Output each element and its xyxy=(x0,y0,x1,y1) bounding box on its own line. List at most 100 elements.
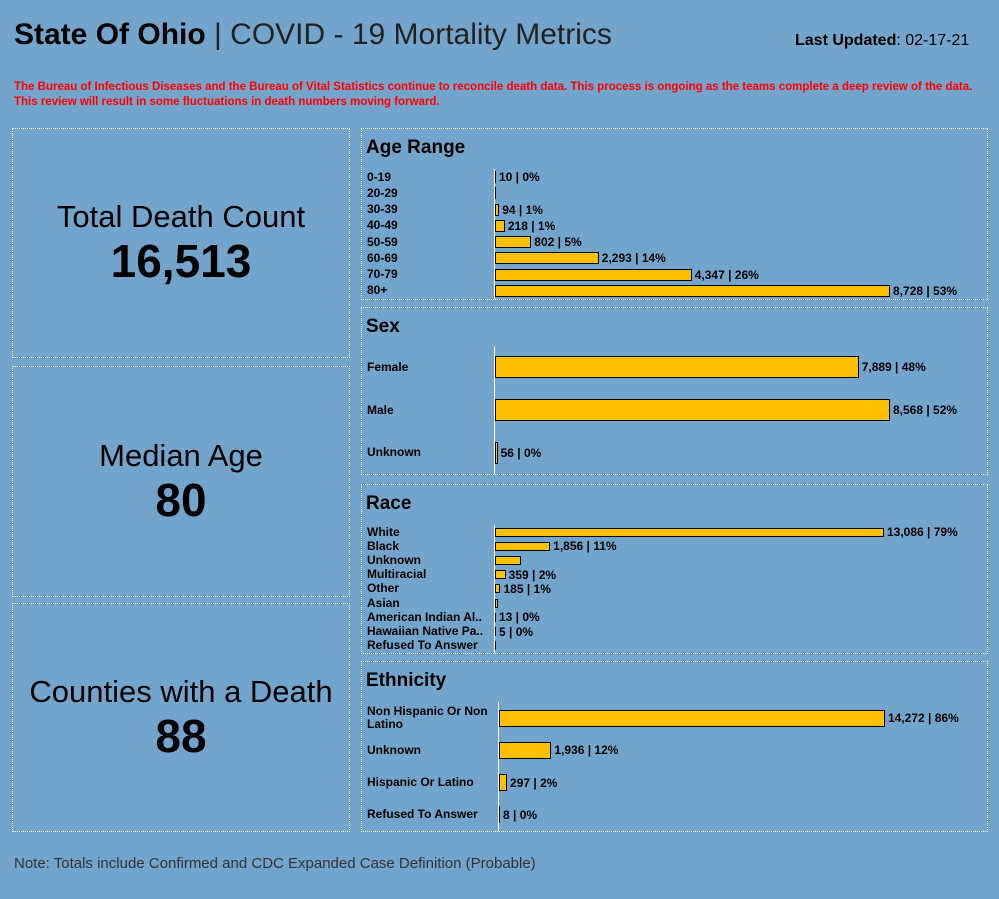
data-label: 4,347 | 26% xyxy=(694,267,759,282)
bar[interactable] xyxy=(495,598,498,608)
data-label: 5 | 0% xyxy=(499,624,534,639)
category-label: Asian xyxy=(367,596,400,610)
category-label: 50-59 xyxy=(367,235,398,249)
last-updated-value: : 02-17-21 xyxy=(896,32,970,49)
data-label: 185 | 1% xyxy=(503,581,551,596)
kpi-label: Total Death Count xyxy=(56,199,306,234)
bar[interactable] xyxy=(495,627,496,637)
bar[interactable] xyxy=(495,284,890,297)
kpi-label: Median Age xyxy=(99,437,263,473)
bar[interactable] xyxy=(495,203,500,216)
footer-note: Note: Totals include Confirmed and CDC E… xyxy=(14,855,536,872)
kpi-value: 88 xyxy=(155,709,207,762)
last-updated-label: Last Updated xyxy=(795,32,897,49)
bar[interactable] xyxy=(495,252,599,265)
bar[interactable] xyxy=(499,741,552,759)
bar[interactable] xyxy=(495,570,506,580)
data-label: 10 | 0% xyxy=(499,170,540,185)
bar[interactable] xyxy=(495,219,505,232)
data-label: 8 | 0% xyxy=(503,807,538,822)
category-label: Multiracial xyxy=(367,568,427,582)
category-label: Black xyxy=(367,539,400,553)
bar[interactable] xyxy=(495,268,692,281)
chart-title: Ethnicity xyxy=(366,670,447,691)
bar-row: Unknown xyxy=(362,553,987,567)
category-label: 30-39 xyxy=(367,203,398,217)
data-notice: The Bureau of Infectious Diseases and th… xyxy=(14,81,973,108)
category-label: Other xyxy=(367,582,400,596)
kpi-value: 80 xyxy=(155,473,207,526)
chart-plot: 0-19 10 | 0% 20-29 30-39 94 | 1% 40-49 218 | 1… xyxy=(362,169,987,299)
bar-row: 60-69 2,293 | 14% xyxy=(362,250,987,266)
bar[interactable] xyxy=(495,171,496,184)
bar-row: Refused To Answer 8 | 0% xyxy=(362,799,987,831)
data-label: 1,936 | 12% xyxy=(554,743,619,758)
bar-row: 40-49 218 | 1% xyxy=(362,218,987,234)
bar-row: Unknown 56 | 0% xyxy=(362,431,987,474)
chart-title: Race xyxy=(366,493,412,514)
bar[interactable] xyxy=(495,584,501,594)
bar-row: American Indian Al.. 13 | 0% xyxy=(362,610,987,624)
chart-plot: White 13,086 | 79% Black 1,856 | 11% Unknown… xyxy=(362,525,987,653)
bar[interactable] xyxy=(495,356,859,379)
title-state: State Of Ohio xyxy=(14,18,206,51)
category-label: Unknown xyxy=(367,554,421,568)
chart-plot: Female 7,889 | 48% Male 8,568 | 52% Unknown 5… xyxy=(362,346,987,474)
bar[interactable] xyxy=(495,236,532,249)
data-label: 8,728 | 53% xyxy=(893,283,958,298)
bar-row: Black 1,856 | 11% xyxy=(362,539,987,553)
data-label: 802 | 5% xyxy=(534,235,582,250)
bar[interactable] xyxy=(495,527,884,537)
data-label: 13,086 | 79% xyxy=(887,525,958,540)
category-label: Refused To Answer xyxy=(367,639,478,653)
data-label: 218 | 1% xyxy=(507,218,556,233)
data-label: 7,889 | 48% xyxy=(861,360,926,375)
bar-row: Female 7,889 | 48% xyxy=(362,346,987,389)
last-updated: Last Updated: 02-17-21 xyxy=(795,32,969,50)
race-chart: Race White 13,086 | 79% Black 1,856 | 11% Un… xyxy=(361,484,988,654)
category-label: 60-69 xyxy=(367,251,398,265)
category-axis xyxy=(494,346,495,474)
category-axis xyxy=(494,169,495,299)
data-label: 13 | 0% xyxy=(499,610,540,625)
bar[interactable] xyxy=(495,556,522,566)
category-label: 0-19 xyxy=(367,170,392,184)
data-label: 94 | 1% xyxy=(502,202,543,217)
category-label: Hispanic Or Latino xyxy=(367,776,474,790)
sex-chart: Sex Female 7,889 | 48% Male 8,568 | 52% Unkn… xyxy=(361,307,988,475)
bar[interactable] xyxy=(495,399,890,421)
bar[interactable] xyxy=(499,806,500,824)
bar-row: Other 185 | 1% xyxy=(362,582,987,596)
category-label: Refused To Answer xyxy=(367,808,478,822)
category-label: White xyxy=(367,525,400,539)
bar[interactable] xyxy=(499,774,508,792)
bar[interactable] xyxy=(495,641,496,651)
category-label: Non Hispanic Or Non Latino xyxy=(367,705,488,732)
bar[interactable] xyxy=(499,709,885,727)
category-label: 80+ xyxy=(367,284,388,298)
chart-title: Sex xyxy=(366,316,400,337)
bar-row: Multiracial 359 | 2% xyxy=(362,568,987,582)
bar[interactable] xyxy=(495,441,498,464)
bar-row: 20-29 xyxy=(362,185,987,201)
ethnicity-chart: Ethnicity Non Hispanic Or Non Latino 14,2… xyxy=(361,661,988,832)
category-label: 40-49 xyxy=(367,219,398,233)
bar-row: 80+ 8,728 | 53% xyxy=(362,283,987,299)
data-label: 297 | 2% xyxy=(510,775,558,790)
bar-row: 0-19 10 | 0% xyxy=(362,169,987,185)
bar[interactable] xyxy=(495,612,496,622)
bar[interactable] xyxy=(495,541,551,551)
category-label: 20-29 xyxy=(367,186,398,200)
kpi-total-deaths: Total Death Count 16,513 xyxy=(12,128,350,358)
category-axis xyxy=(498,702,499,831)
chart-plot: Non Hispanic Or Non Latino 14,272 | 86% Un… xyxy=(362,702,987,831)
data-label: 1,856 | 11% xyxy=(553,539,617,554)
bar-row: 30-39 94 | 1% xyxy=(362,202,987,218)
bar[interactable] xyxy=(495,187,496,200)
bar-row: Refused To Answer xyxy=(362,639,987,653)
data-label: 359 | 2% xyxy=(508,567,557,582)
data-label: 8,568 | 52% xyxy=(893,403,958,417)
data-label: 56 | 0% xyxy=(500,445,542,460)
bar-row: Male 8,568 | 52% xyxy=(362,389,987,432)
category-axis xyxy=(494,525,495,653)
